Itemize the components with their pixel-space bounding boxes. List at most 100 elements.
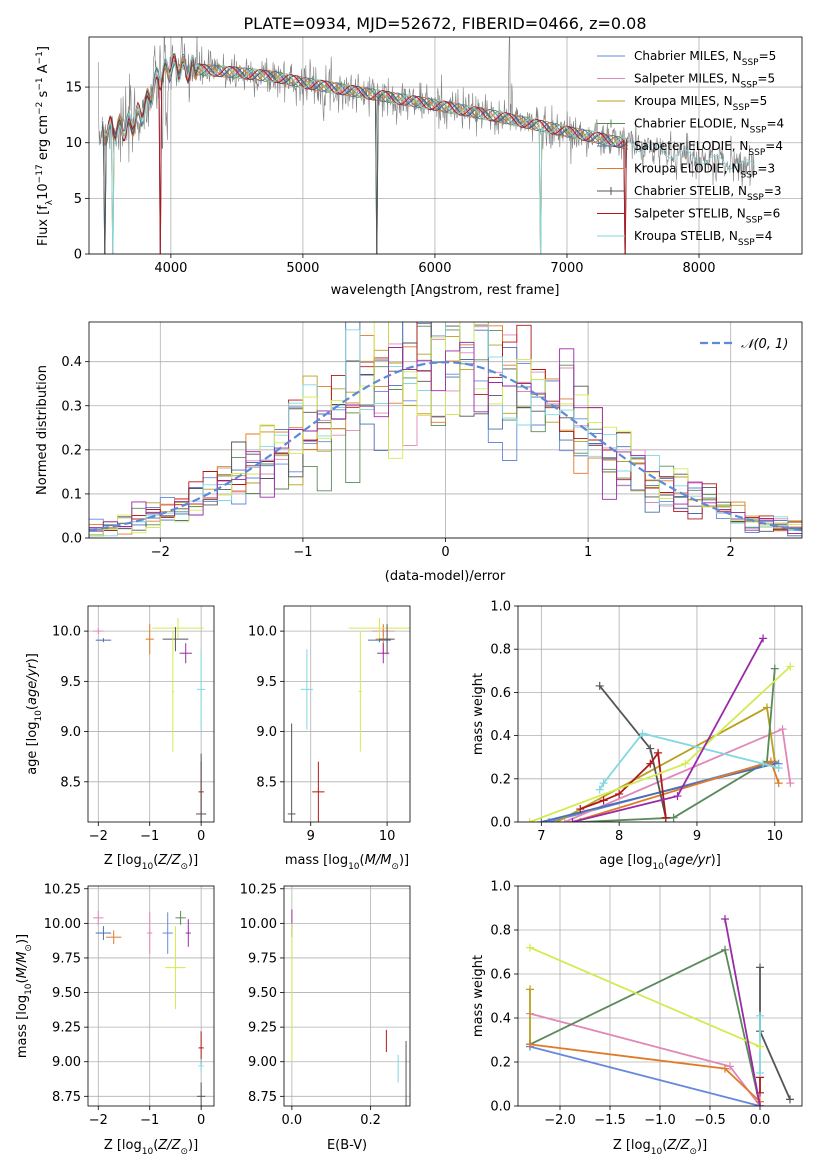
- legend-entry: Kroupa STELIB, NSSP=4: [634, 229, 772, 248]
- x-axis-label: mass [log10(M/M⊙)]: [285, 853, 409, 872]
- point-marker: [721, 915, 729, 923]
- y-tick-label: 0.6: [490, 968, 511, 983]
- y-tick-label: 0: [74, 248, 82, 263]
- y-tick-label: 0.4: [490, 729, 511, 744]
- y-tick-label: 5: [74, 192, 82, 207]
- point-marker: [638, 729, 647, 738]
- x-tick-label: 9: [307, 829, 315, 844]
- weight-line-9: [529, 665, 791, 822]
- y-tick-label: 9.00: [52, 1055, 81, 1070]
- x-axis-label: (data-model)/error: [385, 569, 506, 584]
- y-tick-label: 1.0: [490, 600, 511, 615]
- y-tick-label: 0.8: [490, 643, 511, 658]
- point-marker: [759, 759, 768, 768]
- x-tick-label: 0: [197, 1113, 205, 1128]
- point-marker: [615, 789, 624, 798]
- x-tick-label: 0.0: [282, 1113, 303, 1128]
- y-tick-label: 0.3: [61, 399, 82, 414]
- plot-area: [526, 915, 794, 1106]
- plot-area: [93, 910, 206, 1106]
- point-marker: [537, 818, 546, 822]
- point-marker: [599, 796, 608, 805]
- y-tick-label: 1.0: [490, 880, 511, 895]
- legend-entry: Chabrier MILES, NSSP=5: [634, 49, 776, 68]
- y-tick-label: 0.0: [490, 816, 511, 831]
- x-tick-label: −2.0: [544, 1113, 576, 1128]
- weight-line-5: [759, 967, 791, 1100]
- plot-area: [93, 618, 207, 822]
- x-tick-label: −1.5: [594, 1113, 626, 1128]
- x-tick-label: 5000: [286, 261, 319, 276]
- y-tick-label: 15: [65, 81, 82, 96]
- y-tick-label: 9.50: [52, 986, 81, 1001]
- x-tick-label: 9: [693, 829, 701, 844]
- legend-entry: Kroupa ELODIE, NSSP=3: [634, 162, 775, 181]
- y-axis-label: mass [log10(M/M⊙)]: [15, 934, 34, 1058]
- axes-frame: [517, 885, 803, 1107]
- point-marker: [766, 757, 775, 766]
- y-tick-label: 0.2: [490, 772, 511, 787]
- y-axis-label: Flux [fλ10−17 erg cm−2 s−1 A−1]: [35, 46, 55, 246]
- plot-area: [89, 322, 802, 537]
- legend-entry: Salpeter STELIB, NSSP=6: [634, 207, 780, 226]
- y-tick-label: 9.75: [52, 951, 81, 966]
- point-marker: [759, 634, 768, 643]
- y-tick-label: 0.8: [490, 924, 511, 939]
- weight-line-9: [724, 918, 761, 1106]
- x-tick-label: 1: [584, 545, 592, 560]
- point-marker: [756, 1069, 764, 1077]
- y-tick-label: 10.00: [240, 917, 277, 932]
- y-tick-label: 8.75: [52, 1090, 81, 1105]
- point-marker: [595, 681, 604, 690]
- weight-line-0: [529, 1045, 761, 1106]
- legend-entry: 𝒩(0, 1): [741, 337, 788, 352]
- y-tick-label: 9.5: [60, 675, 81, 690]
- y-tick-label: 0.4: [490, 1012, 511, 1027]
- plot-area: [97, 37, 755, 254]
- y-tick-label: 9.75: [248, 951, 277, 966]
- axes-frame: [87, 885, 215, 1107]
- point-marker: [786, 662, 795, 671]
- x-tick-label: −2: [151, 545, 170, 560]
- point-marker: [770, 664, 779, 673]
- model-spectrum-8: [101, 55, 755, 254]
- weight-line-3: [580, 668, 776, 822]
- point-marker: [576, 805, 585, 814]
- chart-weight-vs-Z: −2.0 −1.5 −1.0 −0.5 0.0 0.0 0.2 0.4 0.6 0.8 1.0 Z […: [471, 880, 803, 1157]
- x-tick-label: 0: [197, 829, 205, 844]
- point-marker: [560, 818, 569, 822]
- point-marker: [786, 779, 795, 788]
- weight-line-7: [579, 750, 667, 818]
- x-tick-label: −0.5: [694, 1113, 726, 1128]
- legend-entry: Chabrier ELODIE, NSSP=4: [634, 117, 784, 136]
- point-marker: [661, 813, 670, 822]
- axes-frame: [88, 321, 803, 539]
- point-marker: [756, 963, 764, 972]
- chart-age-vs-mass: 9 10 8.5 9.0 9.5 10.0 mass [log10(M/M⊙)]: [248, 605, 411, 872]
- y-tick-label: 0.2: [61, 443, 82, 458]
- x-tick-label: −2: [89, 1113, 108, 1128]
- x-tick-label: 7000: [550, 261, 583, 276]
- point-marker: [599, 779, 608, 788]
- x-axis-label: wavelength [Angstrom, rest frame]: [331, 283, 560, 298]
- chart-spectrum: 4000 5000 6000 7000 8000 0 5 10 15 wavelength [An…: [35, 36, 803, 298]
- point-marker: [756, 1042, 764, 1051]
- axes-frame: [88, 36, 803, 255]
- point-marker: [762, 703, 771, 712]
- y-tick-label: 0.6: [490, 686, 511, 701]
- y-axis-label: Normed distribution: [35, 365, 50, 495]
- y-tick-label: 9.50: [248, 986, 277, 1001]
- x-tick-label: −1: [140, 1113, 159, 1128]
- legend-entry: Kroupa MILES, NSSP=5: [634, 94, 767, 113]
- point-marker: [774, 764, 783, 772]
- point-marker: [646, 744, 655, 753]
- chart-residuals: −2 −1 0 1 2 0.0 0.1 0.2 0.3 0.4 (data-model)/error…: [35, 321, 803, 584]
- chart-mass-vs-EBV: 0.0 0.2 8.75 9.00 9.25 9.50 9.75 10.00 10.25 E(B-…: [240, 882, 411, 1153]
- chart-mass-vs-Z: −2 −1 0 8.75 9.00 9.25 9.50 9.75 10.00 10.25 Z [lo…: [15, 882, 215, 1157]
- y-tick-label: 8.75: [248, 1090, 277, 1105]
- point-marker: [646, 759, 655, 768]
- y-tick-label: 0.2: [490, 1056, 511, 1071]
- y-tick-label: 9.25: [248, 1021, 277, 1036]
- model-spectrum-7: [101, 55, 628, 254]
